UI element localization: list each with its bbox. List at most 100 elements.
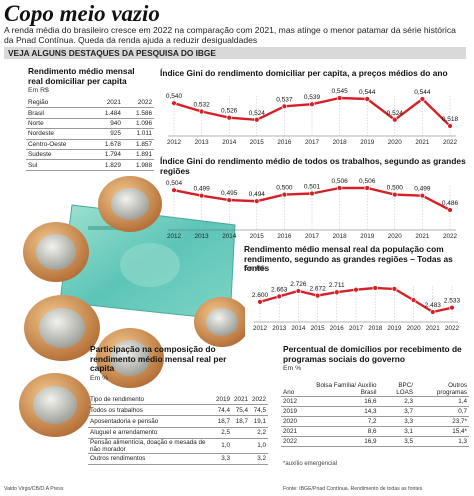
table-cell: 3,3: [378, 416, 416, 428]
data-point: [410, 297, 417, 303]
data-point: [364, 96, 370, 102]
page-subtitle: A renda média do brasileiro cresce em 20…: [4, 25, 456, 45]
x-tick-label: 2018: [333, 139, 348, 146]
programs-footnote: *auxílio emergencial: [283, 461, 338, 467]
table-cell: 74,5: [249, 404, 268, 417]
x-tick-label: 2022: [445, 325, 460, 332]
table-cell: 18,7: [231, 415, 250, 428]
data-label: 0,544: [414, 89, 431, 96]
row-label: Todos os trabalhos: [88, 404, 214, 417]
data-point: [309, 101, 315, 107]
data-point: [447, 123, 453, 129]
row-label: Outros rendimentos: [88, 453, 214, 465]
table-row: Brasil 1.484 1.586: [26, 107, 154, 119]
data-point: [276, 293, 282, 300]
x-tick-label: 2012: [167, 139, 182, 146]
data-point: [334, 289, 340, 295]
data-label: 0,537: [276, 96, 293, 103]
x-tick-label: 2022: [443, 233, 458, 240]
row-label: 2012: [281, 396, 300, 408]
table-cell: 16,9: [299, 436, 379, 448]
table-header-row: Ano Bolsa Família/ Auxílio Brasil BPC/ LOA…: [281, 374, 469, 397]
x-tick-label: 2017: [305, 233, 320, 240]
data-label: 0,526: [221, 108, 238, 115]
table-row: Outros rendimentos 3,3 3,2: [88, 453, 268, 465]
table-row: Pensão alimentícia, doação e mesada de n…: [88, 438, 268, 454]
coin: [194, 297, 245, 347]
data-label: 0,500: [276, 185, 293, 192]
row-label: Nordeste: [26, 128, 92, 140]
data-label: 0,495: [221, 190, 238, 197]
x-tick-label: 2021: [415, 139, 430, 146]
x-tick-label: 2013: [272, 325, 287, 332]
x-tick-label: 2020: [388, 233, 403, 240]
column-header: Tipo de rendimento: [88, 394, 214, 406]
data-point: [419, 96, 426, 102]
x-tick-label: 2019: [387, 325, 402, 332]
programs-table-unit: Em %: [283, 365, 302, 372]
table-cell: 75,4: [231, 404, 250, 417]
row-label: Pensão alimentícia, doação e mesada de n…: [88, 438, 214, 454]
row-label: Sul: [26, 159, 92, 171]
x-tick-label: 2017: [305, 139, 320, 146]
table-row: Nordeste 925 1.011: [26, 128, 154, 140]
table-cell: 1.678: [91, 139, 123, 150]
table-cell: [231, 438, 250, 454]
column-header: 2022: [249, 394, 268, 406]
row-label: 2022: [281, 436, 300, 448]
x-tick-label: 2013: [195, 139, 210, 146]
table-cell: 1.829: [91, 159, 123, 171]
table-cell: 1,4: [415, 396, 469, 408]
source-note: Fonte: IBGE/Pnad Contínua. Rendimento de…: [283, 486, 423, 492]
table-cell: 18,7: [213, 415, 232, 428]
table-cell: 2,5: [213, 427, 232, 439]
table-cell: 1,3: [415, 436, 469, 448]
participation-table: Tipo de rendimento 2019 2021 2022 Todos os …: [88, 394, 268, 465]
x-tick-label: 2015: [250, 233, 265, 240]
coin: [98, 176, 162, 232]
table-cell: 3,1: [378, 426, 416, 438]
data-point: [309, 190, 315, 197]
row-label: 2021: [281, 426, 300, 438]
banknote: [59, 204, 236, 321]
data-point: [336, 95, 343, 101]
table-row: Centro-Oeste 1.678 1.857: [26, 139, 154, 150]
row-label: Brasil: [26, 107, 92, 119]
data-point: [430, 309, 436, 315]
participation-table-title: Participação na composição do rendimento…: [90, 344, 227, 373]
column-header: 2019: [213, 394, 232, 406]
table-cell: 1.096: [122, 118, 154, 130]
data-point: [254, 198, 260, 204]
data-point: [198, 193, 205, 199]
highlights-banner: VEJA ALGUNS DESTAQUES DA PESQUISA DO IBG…: [4, 47, 466, 59]
table-cell: 23,7*: [415, 416, 469, 428]
data-label: 2.663: [271, 286, 288, 293]
table-cell: 74,4: [213, 404, 232, 417]
data-point: [447, 207, 453, 213]
table-row: 2019 14,3 3,7 0,7: [281, 406, 469, 418]
data-point: [364, 185, 370, 191]
data-label: 2.726: [290, 281, 307, 288]
x-tick-label: 2013: [195, 233, 210, 240]
table-row: Aluguel e arrendamento 2,5 2,2: [88, 427, 268, 439]
data-label: 0,540: [166, 93, 183, 100]
column-header: BPC/ LOAS: [378, 374, 416, 397]
data-label: 0,539: [304, 94, 321, 101]
table-cell: 1.988: [122, 159, 154, 171]
chart-income-unit: Em R$: [244, 265, 265, 272]
table-cell: 940: [91, 118, 123, 130]
data-point: [353, 287, 359, 293]
coin: [24, 295, 100, 361]
data-label: 0,504: [166, 180, 183, 187]
table-cell: 2,2: [249, 427, 268, 439]
data-label: 2.533: [444, 298, 461, 305]
table-cell: 1,0: [249, 438, 268, 454]
chart-income: 2012 2013 2014 2015 2016 2017 2018 2019 2020 2021…: [252, 281, 461, 332]
data-label: 0,524: [387, 110, 404, 117]
data-point: [281, 103, 288, 109]
table-cell: [231, 427, 250, 439]
table-row: 2012 16,6 2,3 1,4: [281, 396, 469, 408]
x-tick-label: 2021: [415, 233, 430, 240]
table-cell: 3,5: [378, 436, 416, 448]
x-tick-label: 2017: [349, 325, 364, 332]
